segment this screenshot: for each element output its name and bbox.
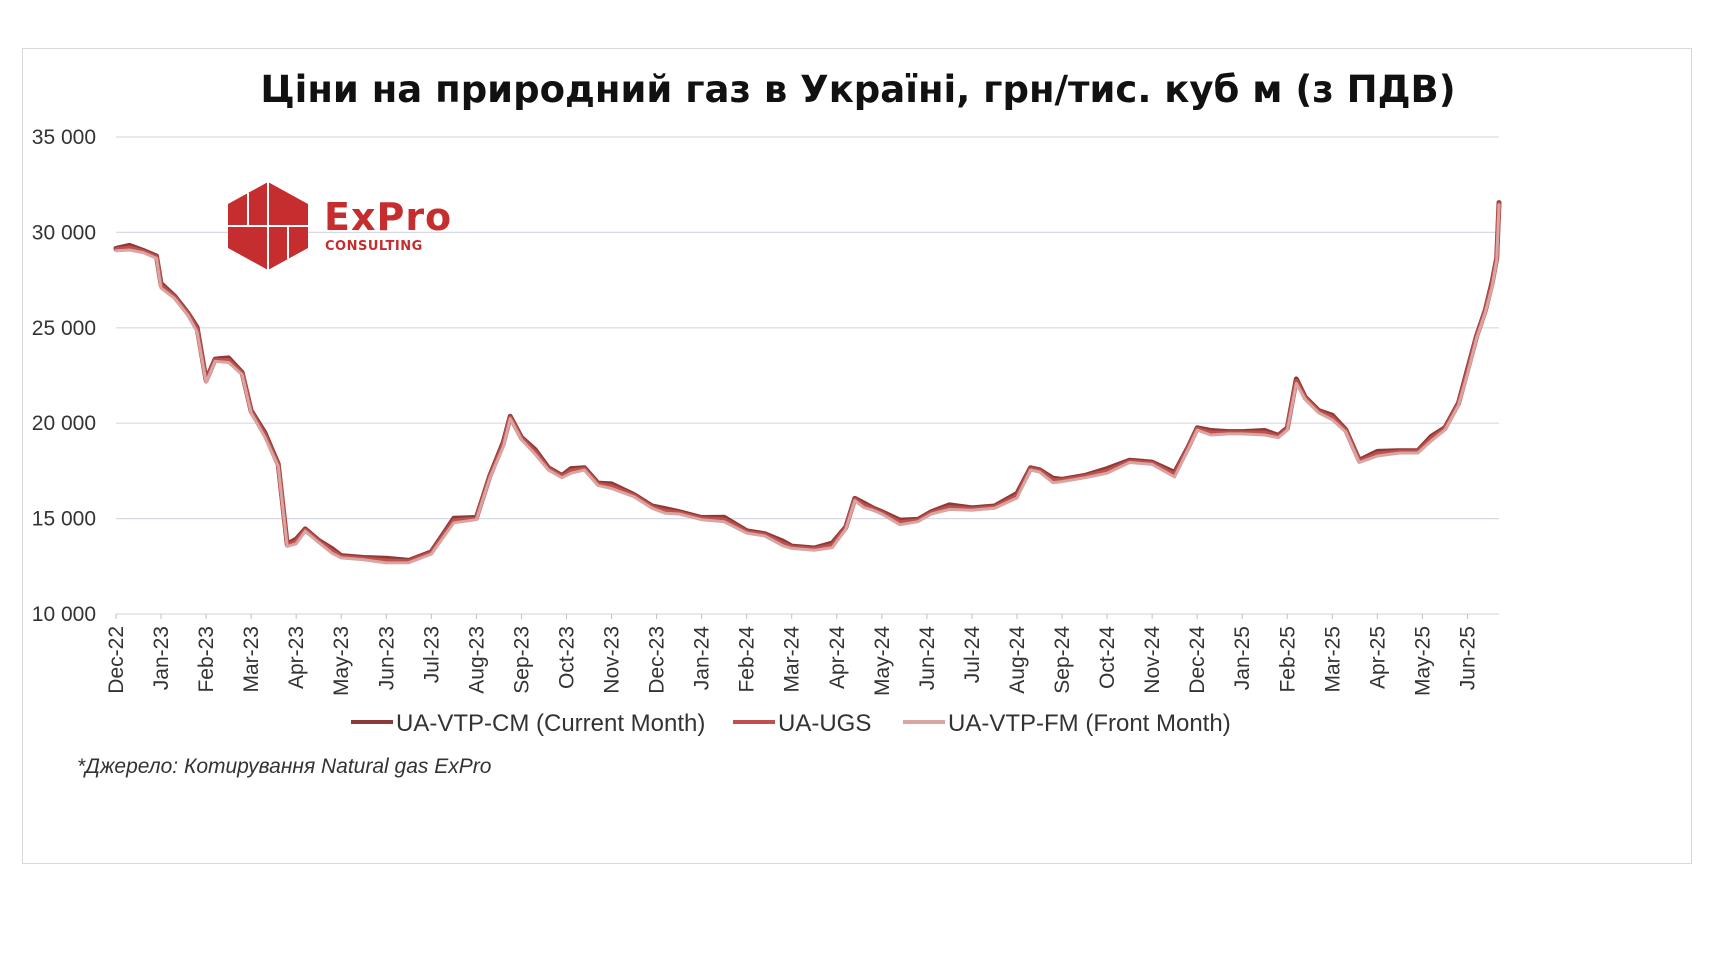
series-lines (113, 200, 1502, 565)
x-tick-label: Feb-24 (736, 626, 759, 693)
x-tick-label: Jun-24 (916, 626, 939, 691)
legend-label: UA-VTP-CM (Current Month) (396, 710, 705, 737)
x-tick-label: Jul-23 (420, 626, 443, 683)
x-tick-label: Jan-24 (691, 626, 714, 691)
x-tick-label: Jun-25 (1456, 626, 1479, 690)
x-tick-label: Feb-23 (195, 626, 218, 693)
x-tick-label: Oct-23 (555, 626, 578, 689)
y-tick-label: 30 000 (32, 221, 96, 244)
legend: UA-VTP-CM (Current Month) UA-UGS UA-VTP-FM… (351, 710, 1231, 737)
x-tick-label: Dec-24 (1186, 626, 1209, 694)
x-tick-label: May-23 (330, 626, 353, 696)
expro-logo: ExPro CONSULTING (228, 182, 452, 270)
x-tick-label: Feb-25 (1276, 626, 1299, 693)
legend-label: UA-VTP-FM (Front Month) (948, 710, 1231, 737)
series-line (114, 203, 1501, 565)
series-line (113, 200, 1502, 563)
x-tick-label: Jun-23 (375, 626, 398, 690)
x-tick-label: Apr-23 (285, 626, 308, 689)
source-note: *Джерело: Котирування Natural gas ExPro (77, 755, 492, 778)
x-axis-ticks: Dec-22 Jan-23 Feb-23 Mar-23 Apr-23 May-23 Jun-… (105, 614, 1479, 696)
x-tick-label: Sep-24 (1051, 626, 1074, 694)
y-tick-label: 15 000 (32, 508, 96, 531)
x-tick-label: Aug-23 (465, 626, 488, 694)
x-tick-label: Apr-24 (826, 626, 849, 689)
y-tick-label: 25 000 (32, 317, 96, 340)
x-tick-label: Nov-23 (601, 626, 624, 694)
x-tick-label: Apr-25 (1366, 626, 1389, 689)
y-tick-label: 35 000 (32, 126, 96, 149)
x-tick-label: Dec-23 (646, 626, 669, 694)
x-tick-label: May-24 (871, 626, 894, 696)
series-line (113, 201, 1502, 564)
logo-subtitle: CONSULTING (325, 239, 423, 254)
x-tick-label: Nov-24 (1141, 626, 1164, 694)
logo-wordmark: ExPro (324, 195, 452, 239)
x-tick-label: Dec-22 (105, 626, 128, 694)
legend-label: UA-UGS (778, 710, 871, 737)
x-tick-label: Sep-23 (510, 626, 533, 694)
x-tick-label: Jan-25 (1231, 626, 1254, 690)
x-tick-label: Jul-24 (961, 626, 984, 684)
y-tick-label: 20 000 (32, 412, 96, 435)
gas-price-chart: Ціни на природний газ в Україні, грн/тис… (32, 68, 1502, 778)
x-tick-label: Mar-24 (781, 626, 804, 693)
x-tick-label: Mar-23 (240, 626, 263, 693)
gridlines (116, 136, 1499, 615)
x-tick-label: Oct-24 (1096, 626, 1119, 689)
y-axis-ticks: 10 000 15 000 20 000 25 000 30 000 35 000 (32, 126, 96, 626)
chart-card: Ціни на природний газ в Україні, грн/тис… (22, 48, 1692, 864)
x-tick-label: May-25 (1411, 626, 1434, 696)
x-tick-label: Aug-24 (1006, 626, 1029, 694)
y-tick-label: 10 000 (32, 603, 96, 626)
x-tick-label: Mar-25 (1321, 626, 1344, 693)
x-tick-label: Jan-23 (150, 626, 173, 690)
chart-title: Ціни на природний газ в Україні, грн/тис… (260, 68, 1455, 111)
